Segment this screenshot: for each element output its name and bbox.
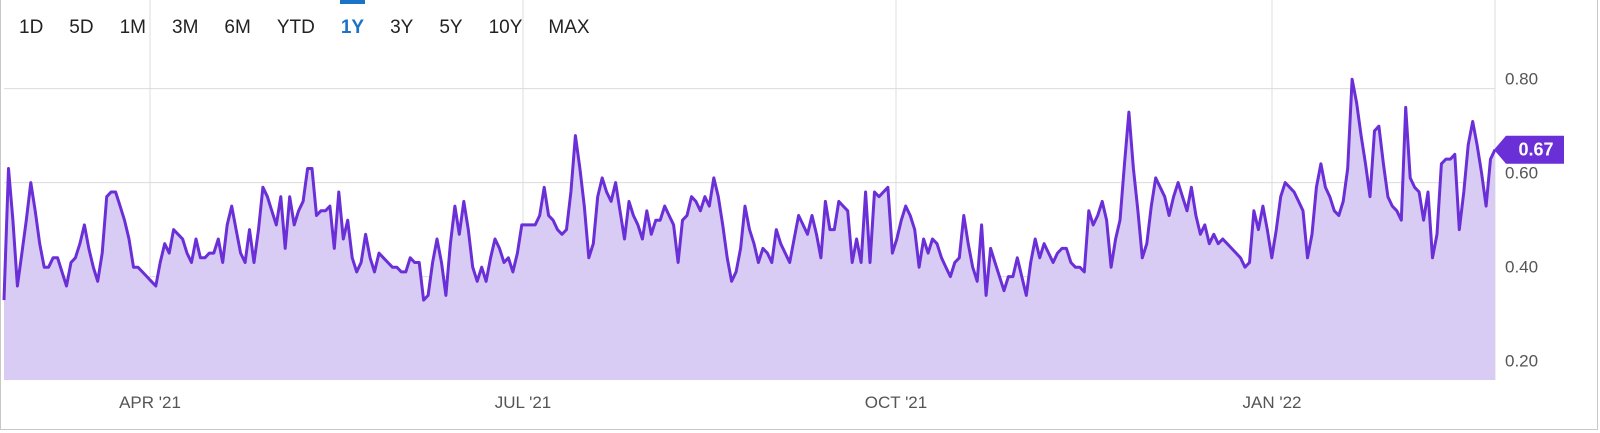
last-value-label: 0.67	[1518, 140, 1553, 160]
range-button-5y[interactable]: 5Y	[439, 17, 463, 38]
y-tick-label: 0.60	[1505, 164, 1538, 183]
y-tick-label: 0.40	[1505, 258, 1538, 277]
range-button-3y[interactable]: 3Y	[390, 17, 414, 38]
range-button-3m[interactable]: 3M	[172, 17, 199, 38]
range-button-1y[interactable]: 1Y	[328, 0, 377, 56]
range-button-ytd[interactable]: YTD	[276, 17, 315, 38]
x-tick-label: JUL '21	[495, 393, 551, 412]
range-button-1d[interactable]: 1D	[19, 17, 44, 38]
range-button-6m[interactable]: 6M	[224, 17, 251, 38]
area-fill	[4, 79, 1495, 380]
range-button-10y[interactable]: 10Y	[488, 17, 523, 38]
x-tick-label: OCT '21	[865, 393, 927, 412]
x-axis: APR '21 JUL '21 OCT '21 JAN '22	[119, 393, 1301, 412]
last-value-badge-shape	[1494, 135, 1564, 164]
x-tick-label: JAN '22	[1243, 393, 1302, 412]
y-tick-label: 0.80	[1505, 70, 1538, 89]
range-button-1m[interactable]: 1M	[119, 17, 146, 38]
range-button-max[interactable]: MAX	[548, 17, 590, 38]
range-button-5d[interactable]: 5D	[69, 17, 94, 38]
y-axis: 0.80 0.60 0.40 0.20	[1505, 70, 1538, 371]
last-value-badge: 0.67	[1494, 135, 1564, 164]
range-selector: 1D 5D 1M 3M 6M YTD 1Y 3Y 5Y 10Y MAX	[0, 0, 603, 56]
x-tick-label: APR '21	[119, 393, 181, 412]
y-tick-label: 0.20	[1505, 352, 1538, 371]
series-line	[2, 77, 1497, 302]
